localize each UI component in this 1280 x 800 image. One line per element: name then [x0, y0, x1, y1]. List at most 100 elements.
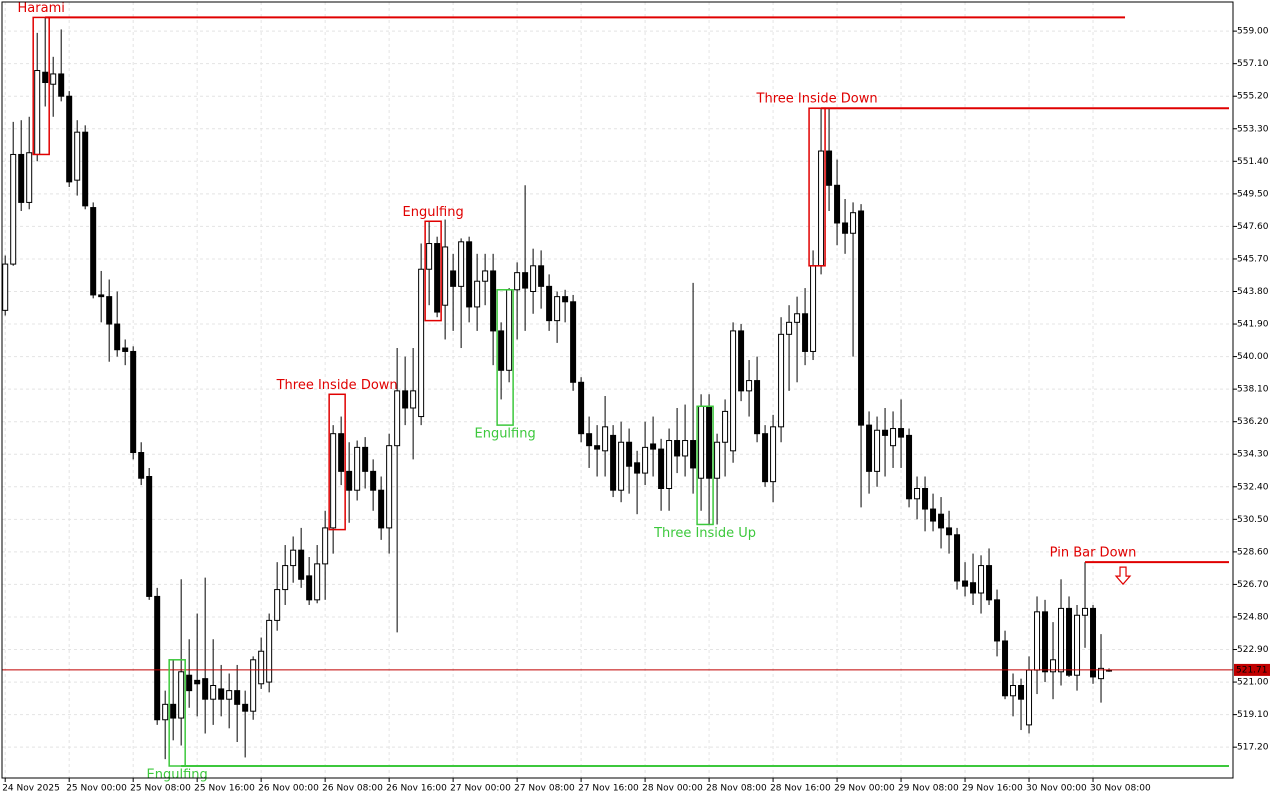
- candle-body: [930, 508, 937, 522]
- candle-body: [1026, 669, 1033, 726]
- candle-body: [1058, 607, 1065, 673]
- candle-body: [1018, 684, 1025, 700]
- candle-body: [330, 433, 337, 529]
- candle-body: [562, 296, 569, 303]
- candle-body: [546, 285, 553, 322]
- candle-body: [530, 265, 537, 293]
- y-tick-label: 551.40: [1237, 157, 1269, 167]
- pattern-box: [424, 220, 442, 322]
- y-tick-label: 547.60: [1237, 222, 1269, 232]
- candle-body: [450, 270, 457, 287]
- candle-body: [762, 433, 769, 483]
- candle-body: [306, 575, 313, 601]
- candle-body: [554, 296, 561, 322]
- candle-body: [682, 440, 689, 457]
- candle-body: [954, 534, 961, 582]
- candle-body: [442, 246, 449, 306]
- candle-body: [1034, 611, 1041, 671]
- candle-body: [282, 565, 289, 591]
- candle-body: [906, 434, 913, 500]
- candle-body: [786, 321, 793, 335]
- candle-body: [994, 599, 1001, 642]
- candle-body: [314, 563, 321, 601]
- candle-body: [498, 330, 505, 371]
- candle-body: [770, 426, 777, 483]
- candle-body: [658, 448, 665, 489]
- y-tick-label: 522.90: [1237, 645, 1269, 655]
- candle-body: [1002, 640, 1009, 697]
- y-tick-label: 532.40: [1237, 482, 1269, 492]
- candle-body: [58, 73, 65, 97]
- last-price-label: 521.71: [1236, 665, 1268, 675]
- candle-body: [842, 222, 849, 234]
- candle-body: [66, 95, 73, 183]
- pattern-label: Three Inside Up: [653, 526, 756, 541]
- candle-body: [218, 688, 225, 700]
- candle-body: [738, 330, 745, 392]
- candle-body: [978, 565, 985, 594]
- candle-body: [426, 243, 433, 270]
- y-tick-label: 536.20: [1237, 417, 1269, 427]
- candle-body: [202, 678, 209, 700]
- y-tick-label: 517.20: [1237, 743, 1269, 753]
- candle-body: [194, 679, 201, 685]
- candle-body: [858, 210, 865, 426]
- pattern-box: [496, 289, 514, 426]
- pattern-label: Engulfing: [403, 205, 464, 220]
- candle-body: [138, 452, 145, 479]
- candle-body: [410, 390, 417, 409]
- y-tick-label: 534.30: [1237, 450, 1269, 460]
- pattern-label: Three Inside Down: [276, 378, 398, 393]
- candle-body: [362, 446, 369, 472]
- y-tick-label: 545.70: [1237, 254, 1269, 264]
- candle-body: [1010, 684, 1017, 697]
- pattern-box: [32, 16, 50, 156]
- candle-body: [610, 434, 617, 491]
- candle-body: [514, 272, 521, 291]
- candle-body: [666, 440, 673, 489]
- candle-body: [642, 446, 649, 474]
- candle-body: [18, 153, 25, 203]
- candle-body: [874, 429, 881, 472]
- candle-body: [250, 659, 257, 712]
- candle-body: [298, 549, 305, 580]
- pattern-label: Harami: [18, 1, 65, 16]
- candle-body: [178, 671, 185, 719]
- candle-body: [890, 428, 897, 447]
- candle-body: [146, 476, 153, 597]
- candle-body: [90, 207, 97, 296]
- candle-body: [434, 243, 441, 313]
- x-tick-label: 25 Nov 08:00: [130, 784, 191, 794]
- y-tick-label: 524.80: [1237, 612, 1269, 622]
- candle-body: [962, 580, 969, 587]
- y-tick-label: 528.60: [1237, 547, 1269, 557]
- x-tick-label: 28 Nov 16:00: [770, 784, 831, 794]
- x-tick-label: 25 Nov 16:00: [194, 784, 255, 794]
- candle-body: [402, 390, 409, 409]
- candle-body: [690, 440, 697, 469]
- x-tick-label: 29 Nov 16:00: [962, 784, 1023, 794]
- candle-body: [82, 131, 89, 207]
- x-tick-label: 26 Nov 00:00: [258, 784, 319, 794]
- candle-body: [626, 441, 633, 467]
- candle-body: [466, 241, 473, 308]
- candle-body: [1082, 607, 1089, 616]
- pattern-label: Pin Bar Down: [1050, 546, 1137, 561]
- candle-body: [354, 446, 361, 491]
- candle-body: [154, 595, 161, 721]
- candle-body: [338, 433, 345, 472]
- candle-body: [210, 684, 217, 700]
- y-tick-label: 519.10: [1237, 710, 1269, 720]
- candle-body: [162, 703, 169, 721]
- candle-body: [506, 289, 513, 371]
- x-tick-label: 29 Nov 08:00: [898, 784, 959, 794]
- candle-body: [114, 323, 121, 351]
- candle-body: [674, 440, 681, 457]
- pattern-box: [696, 405, 714, 526]
- candle-body: [818, 150, 825, 267]
- candle-body: [618, 441, 625, 491]
- candle-body: [586, 433, 593, 447]
- candle-body: [50, 73, 57, 85]
- y-tick-label: 521.00: [1237, 678, 1269, 688]
- candle-body: [746, 380, 753, 392]
